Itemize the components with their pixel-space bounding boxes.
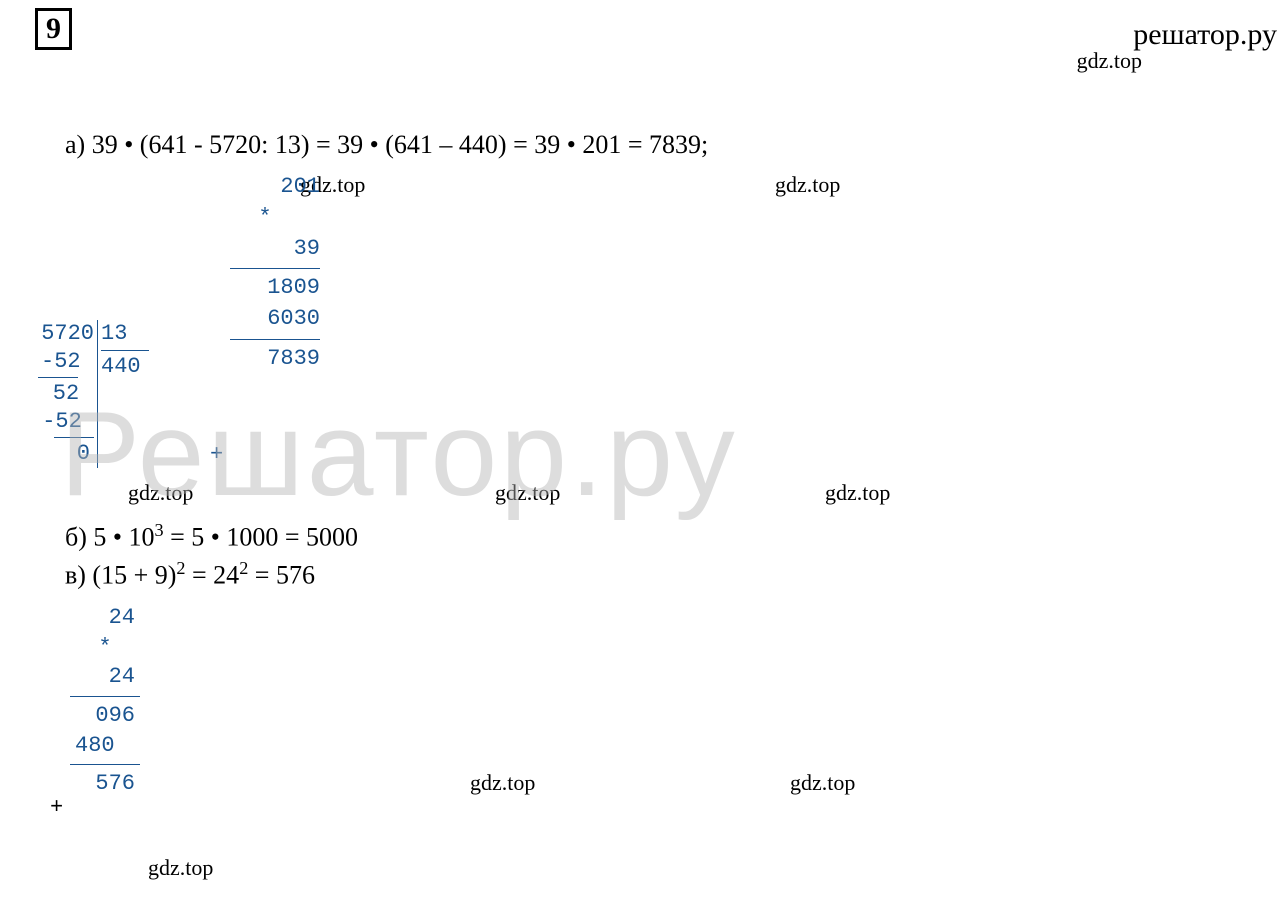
solution-c: в) (15 + 9)2 = 242 = 576 — [65, 558, 315, 591]
division-right: 13 440 — [98, 320, 149, 380]
sol-b-suffix: = 5 • 1000 = 5000 — [164, 523, 358, 552]
watermark-6: gdz.top — [825, 480, 890, 506]
mult2-partial1: 096 — [75, 701, 135, 731]
sol-c-suffix: = 576 — [248, 561, 315, 590]
sol-b-exp: 3 — [155, 520, 164, 540]
div-divisor: 13 — [101, 320, 149, 348]
mult2-result: 576 — [75, 769, 135, 799]
mult1-partial1: 1809 — [230, 273, 320, 304]
multiplication-calc-1: 201 * 39 1809 + 6030 7839 — [230, 172, 320, 375]
sol-b-prefix: б) 5 • 10 — [65, 523, 155, 552]
div-line2 — [54, 437, 94, 438]
mult1-result: 7839 — [230, 344, 320, 375]
solution-a: а) 39 • (641 - 5720: 13) = 39 • (641 – 4… — [65, 130, 708, 160]
sol-c-exp1: 2 — [176, 558, 185, 578]
division-calc: 5720 -52 52 -52 0 13 440 — [38, 320, 149, 468]
div-sub2: -52 — [38, 408, 94, 436]
div-dividend: 5720 — [38, 320, 94, 348]
mult2-plus: + — [50, 793, 63, 823]
div-line1 — [38, 377, 78, 378]
mult2-op: * — [75, 633, 135, 663]
mult1-line2 — [230, 339, 320, 340]
sol-c-prefix: в) (15 + 9) — [65, 561, 176, 590]
watermark-3: gdz.top — [775, 172, 840, 198]
div-rem2: 0 — [38, 440, 94, 468]
solution-b: б) 5 • 103 = 5 • 1000 = 5000 — [65, 520, 358, 553]
watermark-1: gdz.top — [1077, 48, 1142, 74]
division-left: 5720 -52 52 -52 0 — [38, 320, 98, 468]
watermark-5: gdz.top — [495, 480, 560, 506]
mult1-line1 — [230, 268, 320, 269]
mult2-line2 — [70, 764, 140, 765]
site-name: решатор.ру — [1133, 18, 1277, 52]
mult1-bottom: 39 — [230, 234, 320, 265]
div-rem1: 52 — [38, 380, 94, 408]
mult1-plus: + — [210, 440, 223, 471]
mult1-top: 201 — [230, 172, 320, 203]
div-line-top — [101, 350, 149, 351]
sol-c-mid: = 24 — [186, 561, 240, 590]
watermark-4: gdz.top — [128, 480, 193, 506]
mult2-line1 — [70, 696, 140, 697]
div-quotient: 440 — [101, 353, 149, 381]
mult2-bottom: 24 — [75, 662, 135, 692]
mult2-top: 24 — [75, 603, 135, 633]
watermark-7: gdz.top — [470, 770, 535, 796]
watermark-8: gdz.top — [790, 770, 855, 796]
multiplication-calc-2: 24 * 24 096 + 480 576 — [75, 603, 135, 799]
sol-c-exp2: 2 — [239, 558, 248, 578]
div-sub1: -52 — [38, 348, 94, 376]
mult1-partial2: 6030 — [230, 304, 320, 335]
mult1-op: * — [210, 203, 320, 234]
mult2-partial2: 480 — [75, 731, 135, 761]
watermark-9: gdz.top — [148, 855, 213, 881]
problem-number: 9 — [35, 8, 72, 50]
